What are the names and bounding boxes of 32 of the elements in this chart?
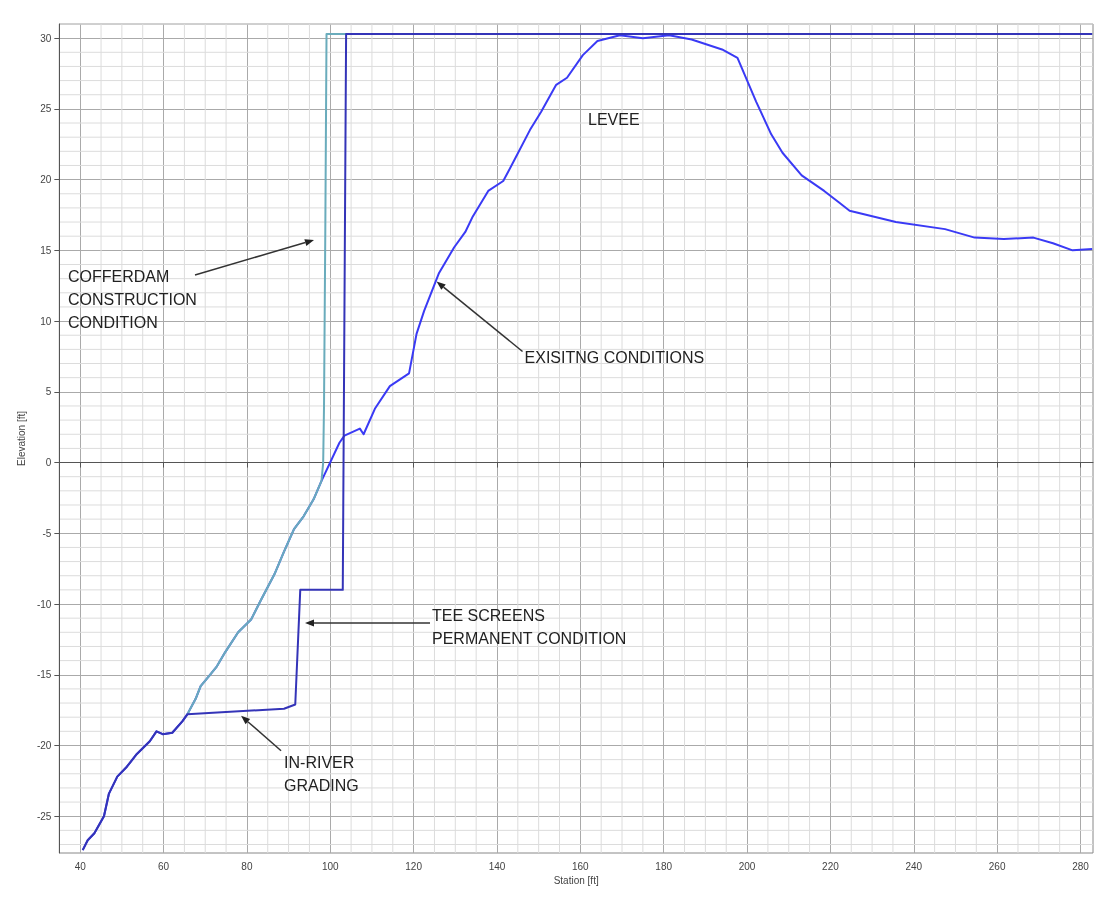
x-tick-label: 220 [822,860,840,872]
annotation: LEVEE [588,111,640,128]
y-tick-label: 5 [45,386,52,398]
y-tick-label: 15 [40,244,52,256]
y-tick-label: -5 [42,527,52,539]
x-tick-label: 60 [157,860,170,872]
y-tick-label: -25 [36,810,52,822]
x-tick-label: 40 [74,860,87,872]
x-tick-label: 260 [988,860,1006,872]
x-tick-label: 180 [655,860,673,872]
y-tick-label: -10 [36,598,52,610]
x-tick-label: 240 [905,860,923,872]
y-tick-label: -15 [36,669,52,681]
annotation: EXISITNG CONDITIONS [524,349,705,367]
y-tick-label: 30 [40,32,52,44]
x-tick-label: 160 [572,860,590,872]
y-tick-label: 0 [45,457,52,469]
y-tick-label: 25 [40,103,52,115]
annotation: TEE SCREENS PERMANENT CONDITION [432,607,627,647]
x-tick-label: 80 [241,860,253,872]
x-tick-label: 140 [488,860,506,872]
annotation: COFFERDAM CONSTRUCTION CONDITION [68,268,197,331]
annotation: IN-RIVER GRADING [284,753,359,794]
x-tick-label: 280 [1072,860,1090,872]
y-axis-title: Elevation [ft] [15,410,27,467]
y-tick-label: 10 [40,315,52,327]
x-tick-label: 200 [738,860,756,872]
y-tick-label: 20 [40,174,52,186]
x-axis-title: Station [ft] [553,875,599,887]
y-tick-label: -20 [36,739,52,751]
x-tick-label: 120 [405,860,423,872]
x-tick-label: 100 [321,860,340,872]
